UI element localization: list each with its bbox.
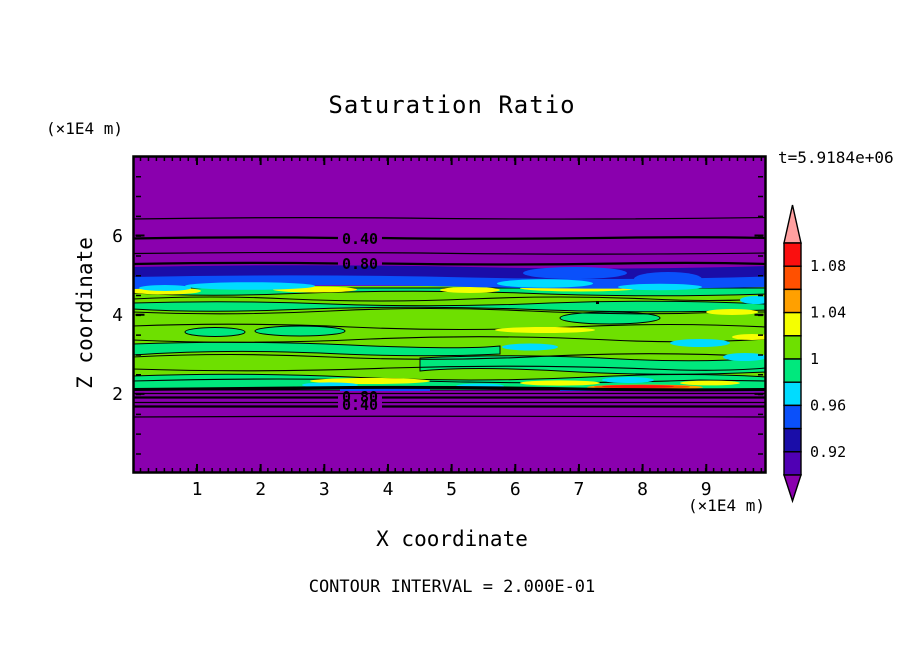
x-tick-6: 6 [510, 479, 521, 500]
colorbar-label-1: 1 [810, 350, 819, 368]
cyan-patch [723, 353, 766, 361]
contour-line [133, 296, 766, 302]
colorbar-segment [783, 427, 802, 453]
colorbar-label-1.04: 1.04 [810, 304, 846, 322]
contour-0.20 [133, 415, 766, 418]
cyan-patch [740, 296, 766, 304]
yellow-streak [495, 327, 595, 333]
contour-line [133, 353, 766, 360]
contour-0.20 [133, 216, 766, 220]
cyan-streaks [139, 279, 702, 291]
contour-0.80-left [133, 261, 339, 266]
contour-0.40-right [381, 236, 766, 240]
colorbar-segment [783, 358, 802, 383]
colorbar-segment [783, 335, 802, 360]
colorbar-segment [783, 242, 802, 267]
contour-label-lower-040: 0.40 [342, 396, 378, 414]
cyan-streak [185, 282, 315, 290]
fill-super-saturation-slivers [481, 384, 703, 390]
time-annotation: t=5.9184e+06 [778, 148, 894, 167]
x-tick-8: 8 [637, 479, 648, 500]
spring-loop [559, 311, 661, 325]
colorbar-segment [783, 381, 802, 407]
spring-lobe [133, 300, 766, 313]
cyan-patch [602, 377, 654, 383]
plot-area: 0.40 0.80 0.80 0.40 [133, 156, 766, 473]
x-tick-3: 3 [319, 479, 330, 500]
z-axis-unit-label: (×1E4 m) [46, 119, 123, 138]
contour-interval-caption: CONTOUR INTERVAL = 2.000E-01 [309, 577, 596, 597]
colorbar-tick-labels: 1.08 1.04 1 0.96 0.92 [810, 257, 846, 461]
colorbar-segment [783, 451, 802, 476]
x-tick-7: 7 [573, 479, 584, 500]
colorbar-label-0.92: 0.92 [810, 443, 846, 461]
chart-title: Saturation Ratio [328, 91, 575, 119]
colorbar-segment [783, 404, 802, 430]
colorbar-segment [783, 288, 802, 314]
blue-sliver [340, 388, 430, 391]
plot-frame [132, 155, 767, 474]
upper-transition-band [133, 265, 766, 291]
x-axis-title: X coordinate [376, 527, 528, 551]
colorbar-segment [783, 265, 802, 291]
blue-blob [634, 272, 702, 286]
contour-0.80-right [381, 261, 766, 266]
contour-label-upper-080: 0.80 [342, 255, 378, 273]
red-sliver [602, 385, 674, 389]
z-tick-2: 2 [112, 384, 123, 405]
contour-label-upper-040: 0.40 [342, 230, 378, 248]
x-tick-4: 4 [383, 479, 394, 500]
contour-line [133, 365, 766, 372]
z-tick-4: 4 [112, 305, 123, 326]
z-tick-labels: 2 4 6 [112, 226, 123, 405]
cyan-streak [497, 279, 593, 288]
contour-label-lower-080: 0.80 [342, 388, 378, 406]
cyan-patch [502, 343, 558, 351]
x-axis-unit-label: (×1E4 m) [688, 496, 765, 515]
contour-line [133, 323, 766, 331]
lower-band-edge-contour [133, 385, 766, 392]
blue-band [133, 275, 766, 289]
contour-0.40-left [133, 236, 339, 240]
colorbar-label-0.96: 0.96 [810, 397, 846, 415]
yellow-streak [732, 334, 766, 340]
colorbar-segment [783, 311, 802, 337]
axis-frame-and-ticks [132, 155, 767, 474]
x-tick-1: 1 [192, 479, 203, 500]
z-tick-6: 6 [112, 226, 123, 247]
contour-line [133, 307, 766, 315]
yellow-streak [440, 287, 500, 293]
upper-purple-contours [133, 216, 766, 266]
yellow-streak [706, 309, 758, 315]
field-speck [596, 301, 599, 304]
spring-loop [254, 325, 346, 337]
colorbar-label-1.08: 1.08 [810, 257, 846, 275]
colorbar-above-arrow [783, 204, 802, 244]
yellow-streak [310, 378, 430, 384]
cyan-patch [670, 339, 730, 347]
cyan-streak [618, 283, 702, 291]
colorbar: 1.08 1.04 1 0.96 0.92 [783, 204, 846, 504]
z-axis-title: Z coordinate [73, 237, 97, 389]
cyan-streak [139, 285, 191, 291]
x-tick-labels: 1 2 3 4 5 6 7 8 9 [192, 479, 712, 500]
lower-purple-contours [133, 392, 766, 418]
x-tick-5: 5 [446, 479, 457, 500]
x-tick-2: 2 [255, 479, 266, 500]
colorbar-below-arrow [783, 474, 802, 504]
yellow-streak [680, 380, 740, 386]
spring-lobe [133, 341, 501, 357]
spring-loop [184, 327, 246, 337]
x-tick-9: 9 [701, 479, 712, 500]
contour-0.60 [133, 251, 766, 255]
blue-blob [523, 267, 627, 279]
yellow-streak [520, 380, 600, 386]
